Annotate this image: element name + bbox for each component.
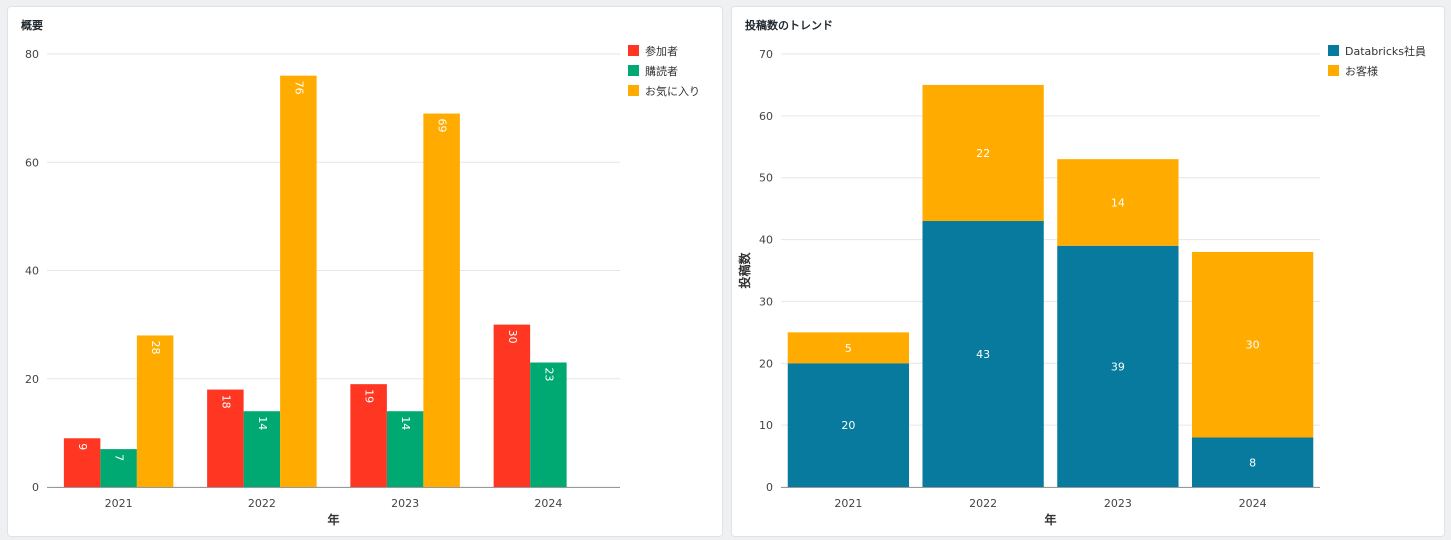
- y-tick-label: 50: [759, 172, 773, 185]
- y-tick-label: 30: [759, 295, 773, 308]
- bar: [787, 363, 910, 487]
- bar: [386, 411, 424, 487]
- data-label: 22: [976, 147, 990, 160]
- bar: [207, 389, 244, 487]
- y-tick-label: 0: [766, 481, 773, 494]
- data-label: 8: [1249, 456, 1256, 469]
- bar: [1191, 251, 1314, 438]
- post-trend-chart-panel: 投稿数のトレンド 0 10 20 30 40 50 60 70 2021 20 5 2022 43 22 2…: [731, 6, 1445, 537]
- bar: [922, 221, 1044, 487]
- bar: [922, 84, 1044, 222]
- data-label: 14: [399, 416, 412, 430]
- y-tick-label: 20: [25, 373, 39, 386]
- y-tick-label: 0: [32, 481, 39, 494]
- data-label: 30: [1246, 339, 1260, 352]
- data-label: 23: [542, 368, 555, 382]
- legend-swatch: [628, 85, 639, 96]
- data-label: 14: [256, 416, 269, 430]
- legend-swatch: [1328, 45, 1339, 56]
- legend-label: お気に入り: [645, 84, 700, 98]
- bar: [350, 384, 387, 487]
- legend-label: Databricks社員: [1345, 44, 1426, 58]
- bar: [423, 113, 460, 487]
- data-label: 76: [292, 81, 305, 95]
- bar: [280, 75, 317, 488]
- x-tick-label: 2022: [248, 497, 276, 510]
- y-tick-label: 70: [759, 48, 773, 61]
- data-label: 18: [219, 395, 232, 409]
- bar: [136, 335, 174, 487]
- y-axis-title: 投稿数: [737, 252, 752, 289]
- bar: [1057, 245, 1179, 487]
- data-label: 43: [976, 348, 990, 361]
- bar: [243, 411, 281, 487]
- x-tick-label: 2021: [834, 497, 862, 510]
- bar: [1057, 159, 1179, 246]
- x-tick-label: 2023: [1104, 497, 1132, 510]
- post-trend-chart: 0 10 20 30 40 50 60 70 2021 20 5 2022 43 22 2023 39 14 20…: [737, 44, 1426, 527]
- x-tick-label: 2022: [969, 497, 997, 510]
- data-label: 7: [113, 454, 126, 461]
- data-label: 20: [841, 419, 855, 432]
- y-tick-label: 60: [25, 156, 39, 169]
- bar: [493, 324, 531, 487]
- x-tick-label: 2024: [534, 497, 562, 510]
- y-tick-label: 10: [759, 419, 773, 432]
- legend-label: 参加者: [645, 44, 678, 58]
- chart-title: 投稿数のトレンド: [745, 19, 833, 32]
- data-label: 28: [149, 340, 162, 354]
- y-tick-label: 80: [25, 48, 39, 61]
- chart-title: 概要: [21, 19, 43, 32]
- legend-swatch: [628, 45, 639, 56]
- overview-chart-panel: 概要 0 20 40 60 80 2021 9 7 28 2022 18 14 76 2023 19 14 69…: [7, 6, 723, 537]
- x-axis-title: 年: [1044, 512, 1056, 527]
- x-axis-title: 年: [327, 512, 339, 527]
- bar: [530, 362, 567, 487]
- data-label: 39: [1111, 360, 1125, 373]
- legend-swatch: [1328, 65, 1339, 76]
- bar: [1191, 437, 1314, 487]
- data-label: 5: [845, 342, 852, 355]
- y-tick-label: 60: [759, 110, 773, 123]
- legend-label: お客様: [1345, 64, 1378, 78]
- y-tick-label: 40: [25, 265, 39, 278]
- x-tick-label: 2023: [391, 497, 419, 510]
- data-label: 14: [1111, 196, 1125, 209]
- y-tick-label: 20: [759, 357, 773, 370]
- overview-chart: 0 20 40 60 80 2021 9 7 28 2022 18 14 76 2023 19 14 69 202…: [25, 44, 700, 527]
- legend-swatch: [628, 65, 639, 76]
- data-label: 9: [76, 443, 89, 450]
- bar: [787, 332, 910, 364]
- bar: [100, 449, 137, 487]
- data-label: 30: [506, 330, 519, 344]
- x-tick-label: 2024: [1239, 497, 1267, 510]
- data-label: 19: [363, 389, 376, 403]
- legend-label: 購読者: [645, 64, 678, 78]
- bar: [63, 438, 101, 487]
- y-tick-label: 40: [759, 234, 773, 247]
- x-tick-label: 2021: [105, 497, 133, 510]
- data-label: 69: [436, 119, 449, 133]
